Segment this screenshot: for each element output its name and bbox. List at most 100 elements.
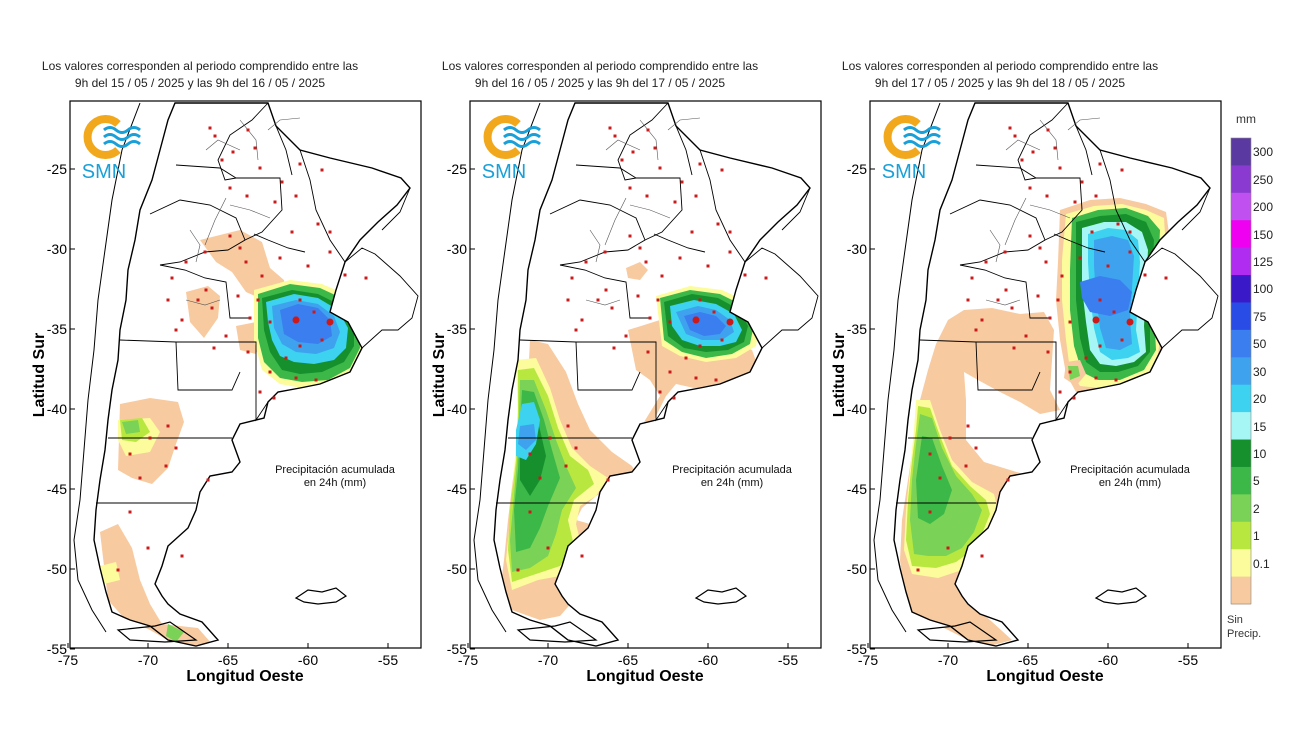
- station-marker: [284, 356, 288, 360]
- station-marker: [648, 316, 652, 320]
- station-marker: [673, 200, 677, 204]
- station-marker: [1010, 306, 1014, 310]
- y-tick-label: -30: [447, 241, 467, 257]
- river-line: [585, 299, 621, 306]
- station-marker: [620, 158, 624, 162]
- legend-sin-precip: Sin Precip.: [1227, 613, 1261, 641]
- station-marker: [528, 510, 532, 514]
- station-marker: [316, 222, 320, 226]
- station-marker: [716, 222, 720, 226]
- station-marker: [1078, 256, 1082, 260]
- legend-color-bar: [1230, 137, 1252, 605]
- station-marker: [743, 273, 747, 277]
- panel-title: Los valores corresponden al periodo comp…: [800, 58, 1200, 92]
- station-marker: [608, 126, 612, 130]
- malvinas-outline: [694, 587, 748, 605]
- malvinas-outline: [294, 587, 348, 605]
- station-layer: [916, 126, 1168, 572]
- panel-title: Los valores corresponden al periodo comp…: [400, 58, 800, 92]
- x-tick-label: -55: [778, 652, 798, 668]
- station-marker: [698, 298, 702, 302]
- station-marker: [1058, 166, 1062, 170]
- station-marker: [1090, 230, 1094, 234]
- station-marker: [636, 294, 640, 298]
- station-marker: [1008, 126, 1012, 130]
- y-tick-label: -45: [447, 481, 467, 497]
- x-tick-label: -60: [698, 652, 718, 668]
- station-marker: [184, 260, 188, 264]
- station-marker: [278, 256, 282, 260]
- station-marker: [516, 568, 520, 572]
- y-axis-label: Latitud Sur: [31, 333, 48, 417]
- legend-label: 50: [1253, 337, 1267, 352]
- station-marker: [246, 128, 250, 132]
- station-marker-large: [1092, 316, 1100, 324]
- station-marker: [604, 288, 608, 292]
- argentina-outline: [493, 102, 811, 647]
- province-boundary: [959, 264, 1050, 319]
- station-marker: [148, 436, 152, 440]
- argentina-outline: [93, 102, 411, 647]
- province-boundary: [1075, 125, 1093, 176]
- rain-contour: [916, 436, 952, 524]
- station-marker: [974, 446, 978, 450]
- station-marker: [1058, 390, 1062, 394]
- station-marker: [1028, 186, 1032, 190]
- province-boundary: [975, 164, 1037, 179]
- station-marker: [306, 264, 310, 268]
- station-marker-large: [326, 318, 334, 326]
- station-marker: [564, 464, 568, 468]
- province-boundary: [176, 341, 269, 422]
- y-axis-label: Latitud Sur: [831, 333, 848, 417]
- province-boundary: [653, 233, 706, 253]
- station-layer: [116, 126, 368, 572]
- province-boundary: [975, 341, 1041, 391]
- x-axis-label: Longitud Oeste: [586, 668, 703, 685]
- station-marker: [164, 464, 168, 468]
- station-marker: [138, 476, 142, 480]
- river-line: [639, 119, 659, 161]
- rain-contour: [100, 562, 120, 584]
- river-line: [189, 229, 201, 263]
- river-line: [239, 119, 259, 161]
- river-line: [589, 229, 601, 263]
- station-marker: [596, 298, 600, 302]
- legend-swatch: [1231, 412, 1251, 441]
- station-marker: [166, 424, 170, 428]
- station-marker: [570, 276, 574, 280]
- y-tick-label: -50: [447, 561, 467, 577]
- river-line: [667, 117, 701, 131]
- station-marker: [312, 310, 316, 314]
- legend-swatch: [1231, 357, 1251, 386]
- province-boundary: [1017, 102, 1069, 181]
- legend-label: 30: [1253, 364, 1267, 379]
- river-line: [629, 204, 671, 219]
- station-marker: [966, 298, 970, 302]
- panel-title: Los valores corresponden al periodo comp…: [0, 58, 400, 92]
- panel-title-line1: Los valores corresponden al periodo comp…: [841, 59, 1159, 73]
- station-marker: [1106, 264, 1110, 268]
- map-note-line2: en 24h (mm): [1098, 477, 1162, 489]
- station-marker: [244, 260, 248, 264]
- station-marker: [946, 546, 950, 550]
- legend-unit: mm: [1236, 112, 1256, 126]
- river-line: [1067, 117, 1101, 131]
- station-marker: [253, 146, 257, 150]
- station-marker: [290, 230, 294, 234]
- station-marker: [314, 378, 318, 382]
- station-marker: [180, 554, 184, 558]
- station-marker: [678, 256, 682, 260]
- station-marker: [203, 250, 207, 254]
- station-marker: [1028, 234, 1032, 238]
- logo-wave: [103, 140, 141, 148]
- station-marker: [646, 128, 650, 132]
- legend-sin-precip-line1: Sin: [1227, 614, 1243, 626]
- logo-wave: [503, 140, 541, 148]
- axes: -75 -70 -65 -60 -55 -25 -30 -35 -40 -45 -50 -55 Long…: [831, 161, 1198, 685]
- station-marker: [1060, 274, 1064, 278]
- legend-swatch: [1231, 439, 1251, 468]
- logo-wave: [103, 126, 141, 134]
- station-marker: [574, 446, 578, 450]
- panel-title-line2: 9h del 17 / 05 / 2025 y las 9h del 18 / …: [874, 76, 1126, 90]
- legend-label: 100: [1253, 282, 1274, 297]
